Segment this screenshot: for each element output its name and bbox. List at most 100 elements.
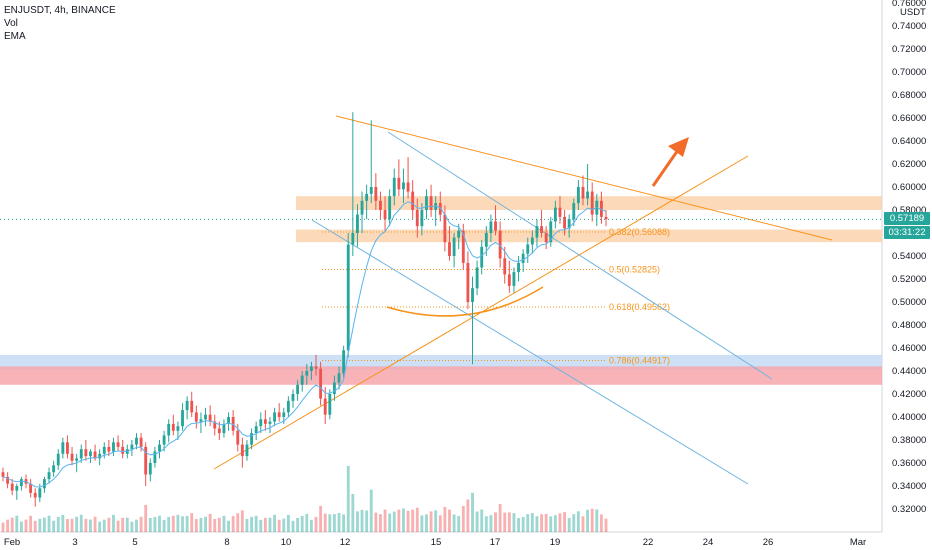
x-tick-label: 26: [763, 537, 774, 548]
volume-bar: [498, 504, 502, 532]
candle-body: [130, 444, 134, 450]
candle-body: [135, 437, 138, 445]
volume-bar: [383, 509, 387, 532]
x-tick-label: Mar: [850, 537, 866, 548]
volume-bar: [79, 514, 83, 532]
volume-bar: [489, 515, 493, 532]
volume-bar: [558, 513, 562, 532]
volume-bar: [148, 518, 152, 532]
legend: ENJUSDT, 4h, BINANCE Vol EMA: [4, 4, 116, 43]
candle-body: [254, 426, 258, 434]
candle-body: [231, 417, 235, 431]
volume-bar: [342, 514, 346, 532]
zone-red-zone: [0, 366, 882, 385]
rounded-bottom-arc: [386, 286, 544, 317]
candle-body: [415, 210, 419, 227]
y-tick-label: 0.70000: [892, 67, 926, 78]
candle-body: [121, 446, 125, 454]
volume-bar: [273, 514, 277, 532]
y-tick-label: 0.46000: [892, 343, 926, 354]
candle-body: [47, 472, 51, 480]
y-tick-label: 0.36000: [892, 458, 926, 469]
candle-body: [535, 226, 539, 238]
volume-bar: [236, 513, 240, 532]
volume-bar: [526, 514, 530, 532]
candle-body: [383, 210, 387, 220]
last-price-tag: 0.57189: [884, 212, 930, 225]
candle-body: [15, 486, 19, 491]
candle-body: [489, 221, 493, 233]
volume-bar: [415, 507, 419, 532]
ema-label[interactable]: EMA: [4, 31, 26, 42]
volume-bar: [544, 514, 548, 532]
volume-bar: [171, 515, 175, 532]
candle-body: [245, 444, 249, 457]
candle-body: [438, 203, 442, 215]
volume-bar: [43, 517, 46, 532]
candle-body: [581, 187, 585, 199]
volume-bar: [535, 516, 539, 532]
candle-body: [360, 200, 364, 215]
candle-body: [498, 230, 502, 259]
volume-bar: [66, 519, 69, 532]
candle-body: [434, 203, 438, 210]
candle-body: [484, 233, 488, 247]
volume-bar: [240, 510, 244, 532]
candle-body: [337, 373, 341, 383]
volume-bar: [75, 516, 79, 532]
fib-label-0: 0.382(0.56088): [609, 227, 670, 237]
candle-body: [406, 182, 410, 192]
volume-bar: [328, 514, 332, 532]
candle-body: [6, 476, 10, 484]
candle-body: [586, 191, 590, 199]
volume-bar: [158, 515, 161, 532]
candle-body: [29, 483, 33, 493]
candle-body: [553, 207, 557, 222]
candle-body: [190, 400, 194, 413]
volume-bar: [296, 517, 300, 532]
volume-bar: [452, 514, 456, 532]
volume-bar: [604, 518, 608, 532]
volume-bar: [563, 512, 566, 532]
volume-bar: [388, 513, 392, 532]
volume-bar: [245, 518, 249, 532]
volume-bar: [61, 514, 65, 532]
candle-body: [369, 187, 373, 194]
volume-bar: [24, 519, 28, 532]
volume-bar: [512, 513, 516, 532]
volume-bar: [323, 513, 327, 532]
volume-bar: [411, 509, 415, 532]
volume-bar: [309, 519, 313, 532]
vol-label[interactable]: Vol: [4, 18, 18, 29]
candle-body: [379, 200, 382, 210]
ema-line: [2, 201, 607, 488]
volume-bar: [263, 517, 267, 532]
y-tick-label: 0.68000: [892, 90, 926, 101]
volume-bar: [6, 519, 10, 532]
candle-body: [208, 414, 212, 422]
candle-body: [66, 442, 69, 454]
candle-body: [98, 453, 102, 459]
candle-body: [300, 375, 304, 385]
candle-body: [56, 453, 60, 466]
fib-label-3: 0.786(0.44917): [609, 355, 670, 365]
volume-bar: [461, 506, 465, 532]
candle-body: [70, 453, 74, 461]
volume-bar: [130, 521, 134, 532]
candle-body: [84, 449, 88, 457]
candle-body: [351, 233, 355, 245]
candle-body: [494, 221, 497, 231]
symbol-title[interactable]: ENJUSDT, 4h, BINANCE: [4, 5, 116, 16]
candle-body: [194, 412, 198, 422]
candle-body: [567, 219, 571, 229]
volume-bar: [392, 511, 396, 532]
candle-body: [93, 451, 97, 459]
candle-body: [544, 233, 548, 243]
volume-bar: [332, 514, 336, 532]
candle-body: [291, 394, 295, 401]
candle-body: [402, 182, 405, 190]
y-tick-label: 0.60000: [892, 182, 926, 193]
candle-body: [475, 267, 479, 289]
